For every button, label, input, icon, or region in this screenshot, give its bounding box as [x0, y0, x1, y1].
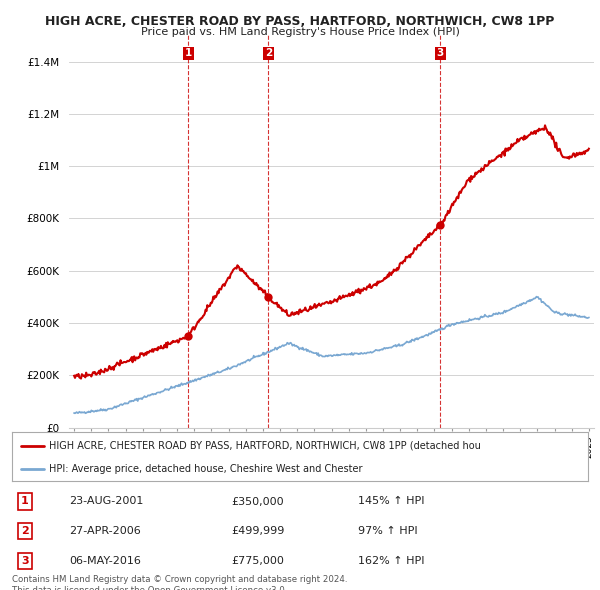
Text: 2: 2 — [21, 526, 29, 536]
Text: Contains HM Land Registry data © Crown copyright and database right 2024.
This d: Contains HM Land Registry data © Crown c… — [12, 575, 347, 590]
Text: HIGH ACRE, CHESTER ROAD BY PASS, HARTFORD, NORTHWICH, CW8 1PP: HIGH ACRE, CHESTER ROAD BY PASS, HARTFOR… — [46, 15, 554, 28]
Text: 3: 3 — [437, 48, 444, 58]
Text: HPI: Average price, detached house, Cheshire West and Chester: HPI: Average price, detached house, Ches… — [49, 464, 363, 474]
Text: HIGH ACRE, CHESTER ROAD BY PASS, HARTFORD, NORTHWICH, CW8 1PP (detached hou: HIGH ACRE, CHESTER ROAD BY PASS, HARTFOR… — [49, 441, 481, 451]
Text: 162% ↑ HPI: 162% ↑ HPI — [358, 556, 424, 566]
Text: 2: 2 — [265, 48, 272, 58]
Text: £499,999: £499,999 — [231, 526, 284, 536]
Text: £775,000: £775,000 — [231, 556, 284, 566]
Text: 145% ↑ HPI: 145% ↑ HPI — [358, 497, 424, 506]
Text: 3: 3 — [21, 556, 28, 566]
Text: £350,000: £350,000 — [231, 497, 284, 506]
Text: 1: 1 — [185, 48, 192, 58]
Text: 27-APR-2006: 27-APR-2006 — [70, 526, 142, 536]
Text: Price paid vs. HM Land Registry's House Price Index (HPI): Price paid vs. HM Land Registry's House … — [140, 27, 460, 37]
Text: 97% ↑ HPI: 97% ↑ HPI — [358, 526, 417, 536]
Text: 1: 1 — [21, 497, 29, 506]
Text: 23-AUG-2001: 23-AUG-2001 — [70, 497, 144, 506]
Text: 06-MAY-2016: 06-MAY-2016 — [70, 556, 142, 566]
